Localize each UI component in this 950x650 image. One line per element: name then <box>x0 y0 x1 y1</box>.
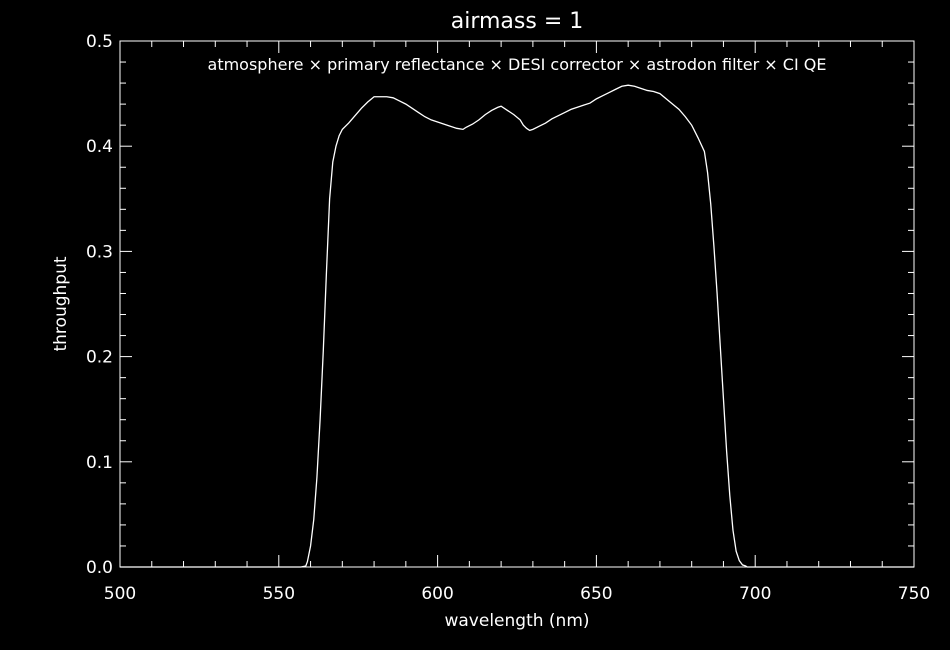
y-axis-label: throughput <box>51 256 71 351</box>
chart-title: airmass = 1 <box>451 9 584 34</box>
y-tick-label: 0.0 <box>86 558 113 578</box>
y-tick-label: 0.3 <box>86 242 113 262</box>
x-tick-label: 750 <box>898 584 930 604</box>
x-tick-label: 500 <box>104 584 136 604</box>
x-tick-labels: 500 550 600 650 700 750 <box>104 584 930 604</box>
x-tick-label: 700 <box>739 584 771 604</box>
chart-annotation: atmosphere × primary reflectance × DESI … <box>208 55 827 74</box>
y-tick-labels: 0.0 0.1 0.2 0.3 0.4 0.5 <box>86 32 113 578</box>
y-tick-label: 0.1 <box>86 453 113 473</box>
y-tick-label: 0.2 <box>86 348 113 368</box>
y-tick-label: 0.5 <box>86 32 113 52</box>
y-tick-label: 0.4 <box>86 137 113 157</box>
plot-frame <box>119 40 915 568</box>
x-tick-label: 650 <box>580 584 612 604</box>
throughput-line <box>120 84 914 568</box>
x-tick-label: 600 <box>421 584 453 604</box>
x-axis-label: wavelength (nm) <box>444 611 589 631</box>
x-tick-label: 550 <box>263 584 295 604</box>
